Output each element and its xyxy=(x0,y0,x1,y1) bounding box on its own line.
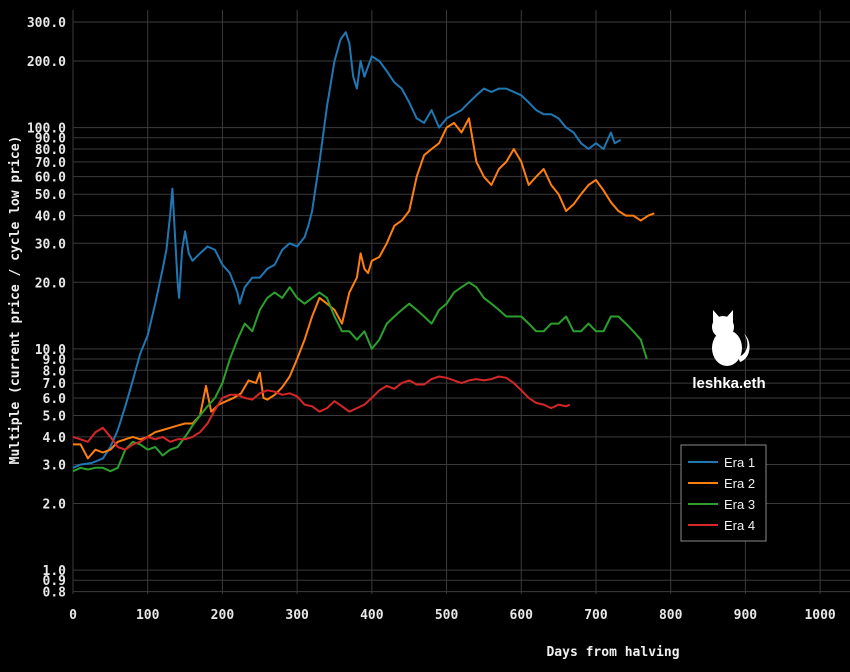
y-tick-label: 1.0 xyxy=(43,564,67,579)
series-lines xyxy=(72,31,655,473)
series-line-era-2 xyxy=(73,117,655,460)
legend-label-era-2: Era 2 xyxy=(724,476,755,491)
y-tick-label: 3.0 xyxy=(43,459,67,474)
x-tick-label: 0 xyxy=(69,608,77,623)
x-tick-label: 100 xyxy=(136,608,160,623)
x-tick-label: 900 xyxy=(734,608,758,623)
x-tick-label: 300 xyxy=(285,608,309,623)
cat-silhouette-icon xyxy=(712,310,750,366)
legend-label-era-4: Era 4 xyxy=(724,518,755,533)
y-tick-label: 200.0 xyxy=(27,55,66,70)
y-tick-label: 9.0 xyxy=(43,353,67,368)
y-tick-label: 90.0 xyxy=(35,132,66,147)
y-tick-label: 6.0 xyxy=(43,392,67,407)
y-tick-label: 70.0 xyxy=(35,156,66,171)
y-tick-label: 4.0 xyxy=(43,431,67,446)
y-tick-label: 80.0 xyxy=(35,143,66,158)
y-tick-label: 60.0 xyxy=(35,171,66,186)
series-line-era-4 xyxy=(72,375,571,451)
y-tick-label: 0.8 xyxy=(43,586,67,601)
y-tick-label: 7.0 xyxy=(43,377,67,392)
y-tick-label: 10.0 xyxy=(35,343,66,358)
y-tick-label: 30.0 xyxy=(35,237,66,252)
series-line-era-1 xyxy=(72,31,622,469)
legend-label-era-3: Era 3 xyxy=(724,497,755,512)
x-tick-label: 600 xyxy=(510,608,534,623)
y-tick-label: 5.0 xyxy=(43,409,67,424)
x-tick-label: 200 xyxy=(211,608,235,623)
y-tick-label: 20.0 xyxy=(35,276,66,291)
y-tick-label: 300.0 xyxy=(27,16,66,31)
x-tick-label: 1000 xyxy=(804,608,835,623)
watermark: leshka.eth xyxy=(692,310,766,392)
y-tick-label: 50.0 xyxy=(35,188,66,203)
series-line-era-3 xyxy=(72,281,648,473)
x-tick-label: 800 xyxy=(659,608,683,623)
y-tick-label: 0.9 xyxy=(43,574,66,589)
watermark-text: leshka.eth xyxy=(692,375,765,392)
legend-label-era-1: Era 1 xyxy=(724,455,755,470)
y-tick-label: 8.0 xyxy=(43,364,67,379)
tick-labels: 0.80.91.0 2.0 3.0 4.0 5.0 6.07.08.09.010.0 20.… xyxy=(27,16,836,623)
x-tick-label: 400 xyxy=(360,608,384,623)
legend: Era 1 Era 2 Era 3 Era 4 xyxy=(680,444,767,542)
grid-lines xyxy=(72,10,850,594)
x-tick-label: 500 xyxy=(435,608,459,623)
x-axis-title: Days from halving xyxy=(546,645,679,660)
y-tick-label: 40.0 xyxy=(35,210,66,225)
y-tick-label: 100.0 xyxy=(27,122,66,137)
y-axis-title: Multiple (current price / cycle low pric… xyxy=(8,136,23,465)
x-tick-label: 700 xyxy=(584,608,608,623)
y-tick-label: 2.0 xyxy=(43,498,67,513)
